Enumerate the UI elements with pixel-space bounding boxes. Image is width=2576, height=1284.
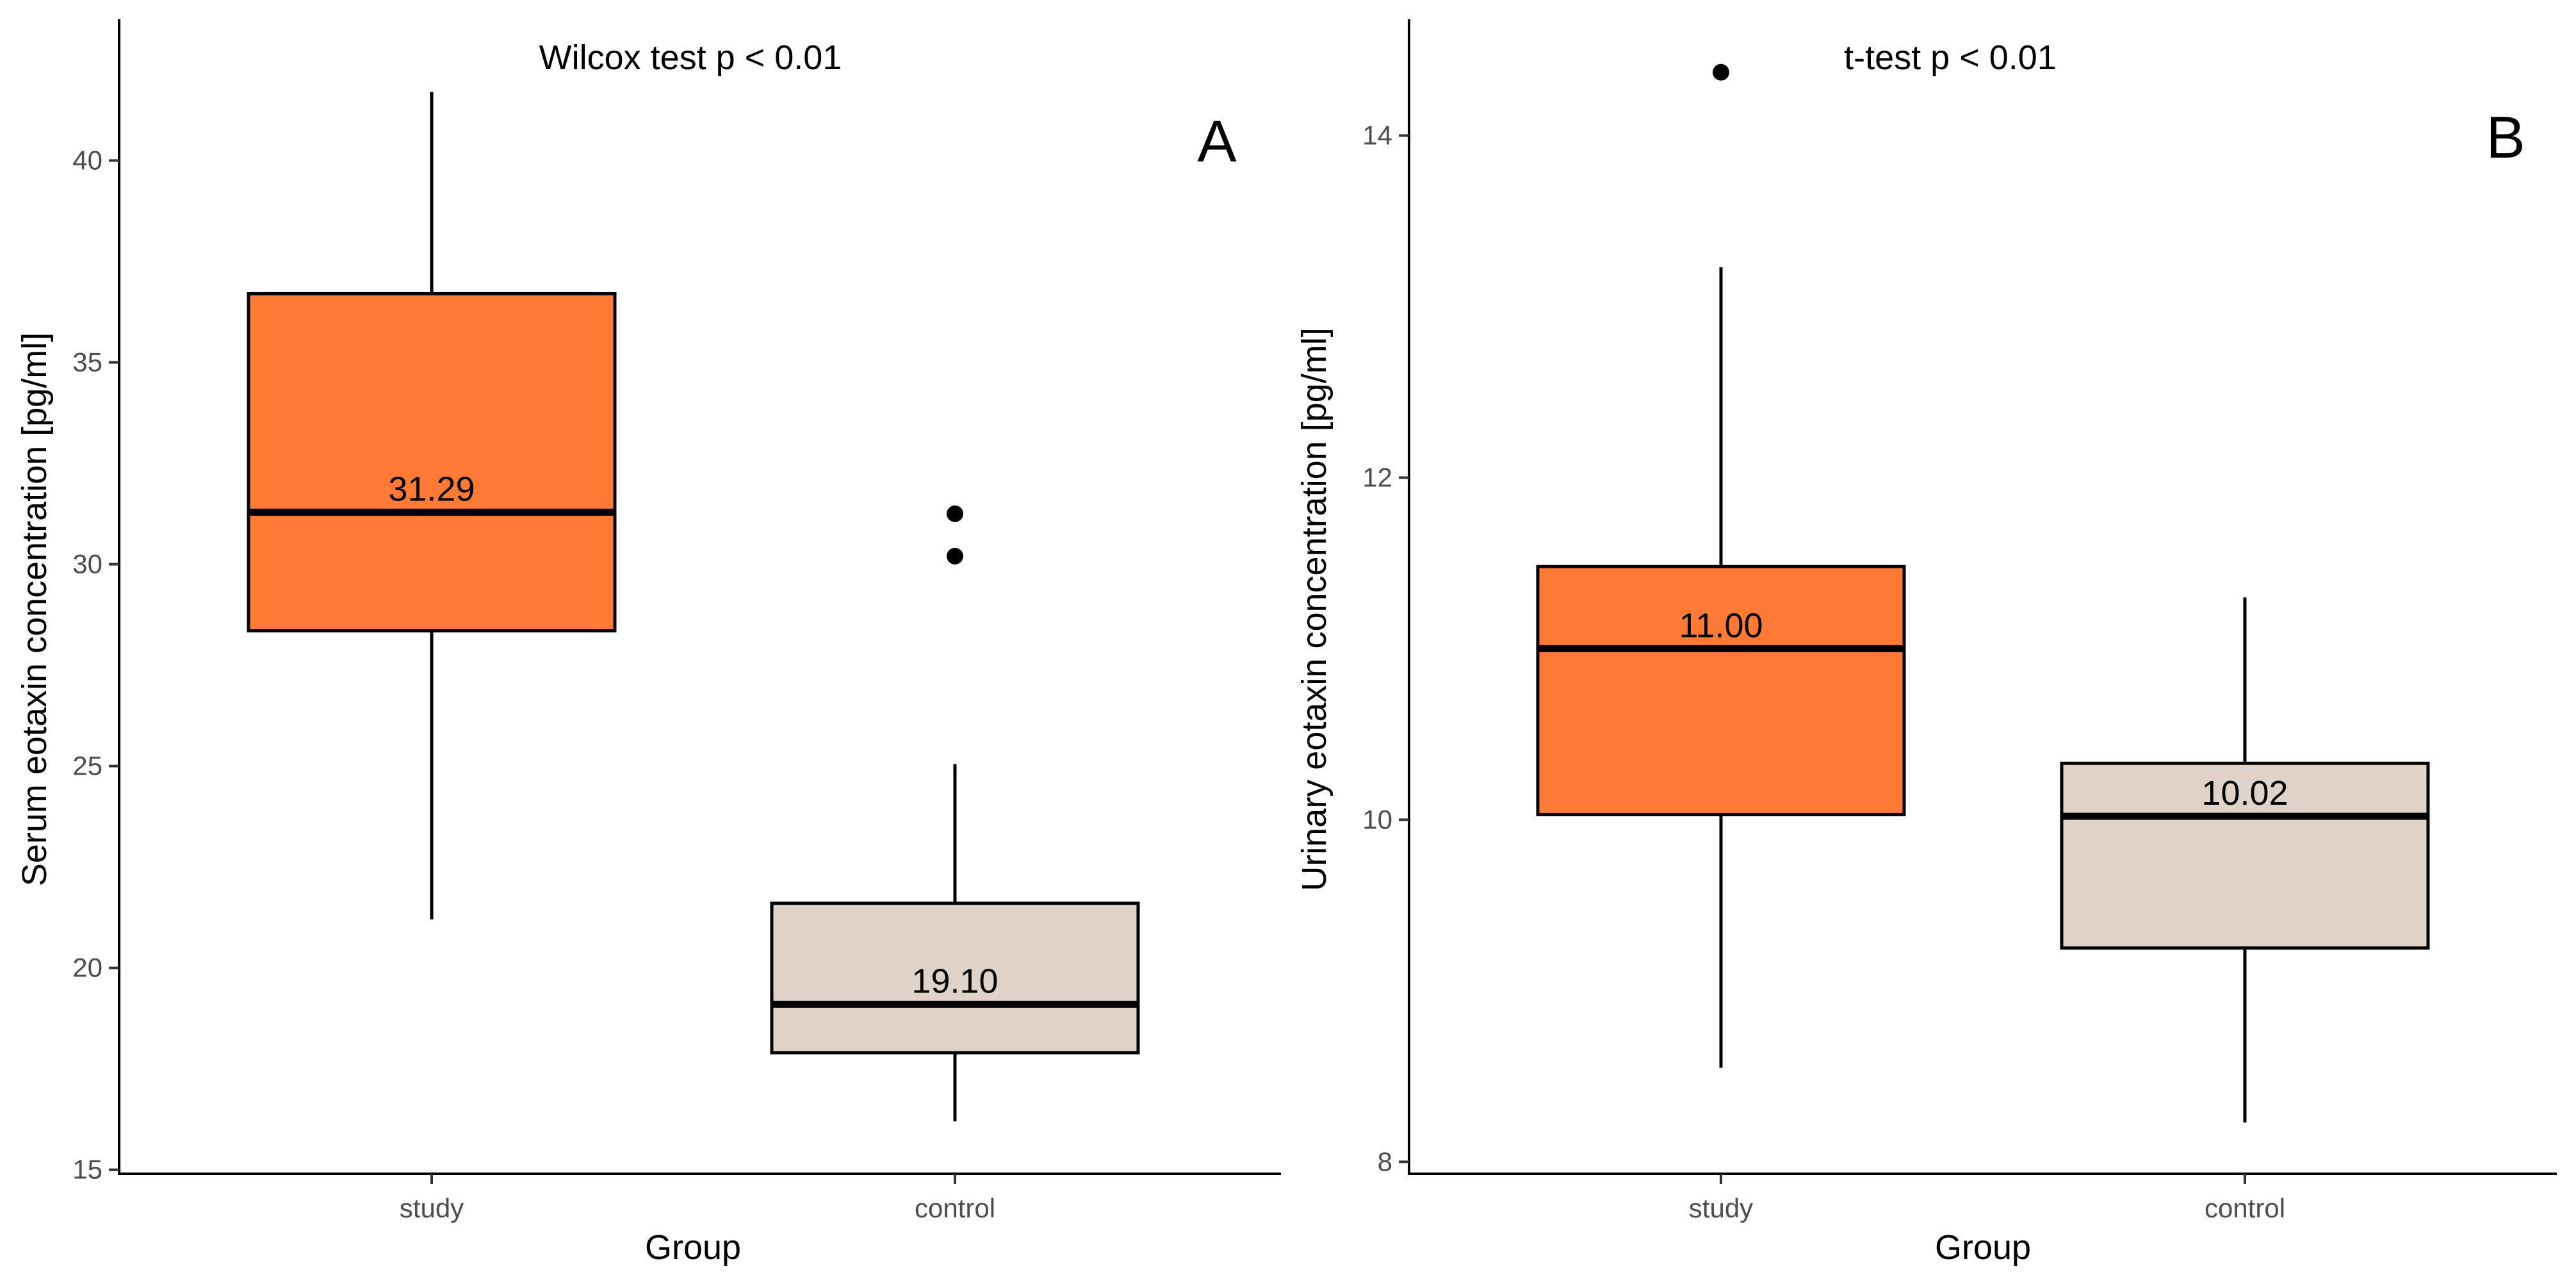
test-annotation: t-test p < 0.01 [1844,38,2057,77]
test-annotation: Wilcox test p < 0.01 [539,38,842,77]
y-tick-label: 40 [72,145,102,176]
panel-a: 15 20 25 30 35 40 study control Group Serum eotax… [15,19,1281,1267]
median-label: 10.02 [2201,774,2288,812]
y-tick-label: 35 [72,347,102,377]
panel-b: 8 10 12 14 study control Group Urinary eotaxin … [1295,19,2557,1267]
panel-letter: A [1197,109,1237,174]
box-iqr [1536,564,1906,816]
box-iqr [770,901,1140,1055]
box-study: 11.00 [1536,63,1906,1068]
x-tick-label: study [1689,1193,1753,1223]
y-tick-label: 25 [72,751,102,781]
y-axis-title: Serum eotaxin concentration [pg/ml] [15,333,54,886]
x-tick-label: control [2205,1193,2285,1223]
y-axis-title: Urinary eotaxin concentration [pg/ml] [1295,327,1333,891]
y-tick-label: 14 [1362,120,1392,151]
box-iqr [2060,761,2430,950]
outlier-point [947,505,963,522]
median-label: 31.29 [388,470,475,508]
y-tick-label: 10 [1362,804,1392,834]
x-tick-label: study [400,1193,464,1223]
y-tick-label: 12 [1362,462,1392,492]
outlier-point [1713,63,1729,81]
panel-letter: B [2486,105,2525,170]
box-study: 31.29 [247,92,617,920]
x-axis-title: Group [645,1228,741,1267]
y-tick-label: 20 [72,953,102,983]
y-tick-label: 8 [1378,1146,1392,1176]
box-iqr [247,292,617,633]
median-label: 11.00 [1679,606,1763,645]
y-tick-label: 30 [72,549,102,579]
box-control: 10.02 [2060,597,2430,1123]
median-label: 19.10 [911,962,998,1000]
y-tick-label: 15 [72,1155,102,1185]
x-tick-label: control [915,1193,995,1223]
outlier-point [947,547,963,564]
box-control: 19.10 [770,505,1140,1122]
x-axis-title: Group [1935,1228,2031,1267]
